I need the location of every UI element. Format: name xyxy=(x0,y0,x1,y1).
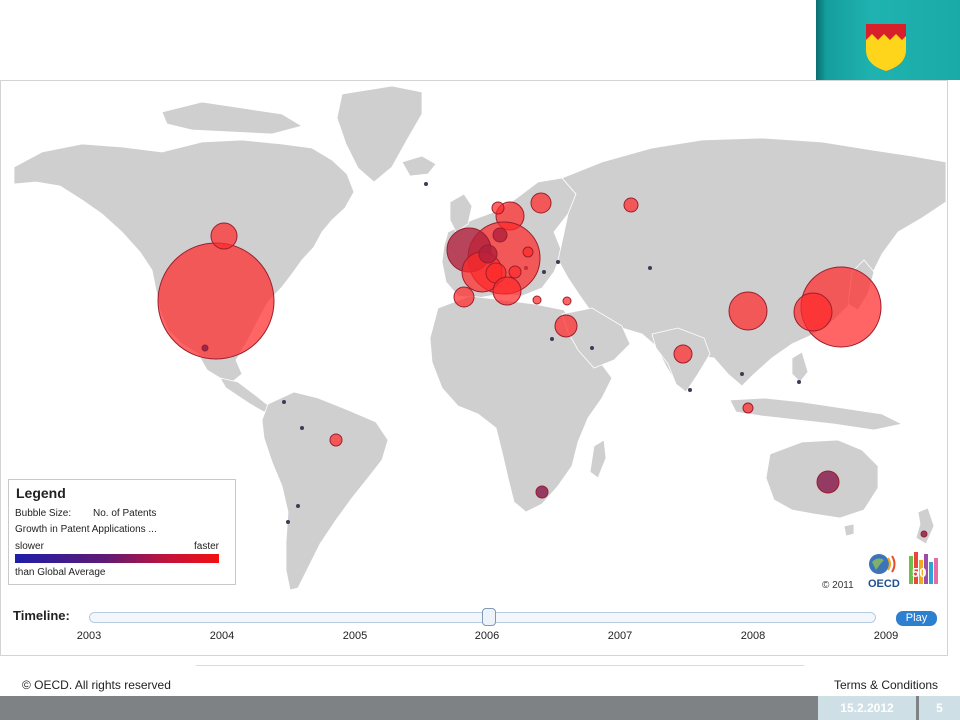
legend-color-scale xyxy=(15,554,219,563)
bubble-united-states[interactable] xyxy=(157,242,275,360)
bubble-spain[interactable] xyxy=(453,286,475,308)
play-button[interactable]: Play xyxy=(896,611,937,626)
world-map-svg xyxy=(13,85,946,591)
bubble-poland[interactable] xyxy=(522,246,534,258)
slide-date: 15.2.2012 xyxy=(818,696,916,720)
bubble-finland[interactable] xyxy=(530,192,552,214)
bubble-netherlands[interactable] xyxy=(478,244,498,264)
legend-bubble-size-label: Bubble Size: xyxy=(15,508,72,519)
madagascar-landmass xyxy=(589,439,607,479)
country-dot xyxy=(282,400,286,404)
uk-landmass xyxy=(449,193,473,233)
country-dot xyxy=(797,380,801,384)
legend-panel: Legend Bubble Size: No. of Patents Growt… xyxy=(8,479,236,585)
indonesia-landmass xyxy=(729,397,904,431)
bubble-norway[interactable] xyxy=(491,201,505,215)
bubble-russia[interactable] xyxy=(623,197,639,213)
bubble-australia[interactable] xyxy=(816,470,840,494)
country-dot xyxy=(556,260,560,264)
world-map[interactable] xyxy=(2,82,946,592)
bubble-china[interactable] xyxy=(728,291,768,331)
timeline-year-label: 2003 xyxy=(76,630,102,642)
bubble-mexico[interactable] xyxy=(201,344,209,352)
timeline-year-label: 2009 xyxy=(873,630,899,642)
arctic-islands-landmass xyxy=(161,101,304,135)
country-dot xyxy=(286,520,290,524)
coat-of-arms-icon xyxy=(866,24,906,71)
timeline-year-label: 2006 xyxy=(474,630,500,642)
timeline-label: Timeline: xyxy=(13,608,70,623)
country-dot xyxy=(740,372,744,376)
legend-growth-label: Growth in Patent Applications ... xyxy=(15,524,157,535)
country-dot xyxy=(296,504,300,508)
slide-page-number: 5 xyxy=(919,696,960,720)
oecd-logo-text: OECD xyxy=(868,578,900,590)
iceland-landmass xyxy=(401,155,437,177)
footer-copyright: © OECD. All rights reserved xyxy=(22,678,171,692)
timeline-year-label: 2007 xyxy=(607,630,633,642)
bubble-canada[interactable] xyxy=(210,222,238,250)
country-dot xyxy=(300,426,304,430)
bubble-denmark[interactable] xyxy=(492,227,508,243)
africa-landmass xyxy=(429,295,613,513)
timeline-year-label: 2005 xyxy=(342,630,368,642)
footer-divider xyxy=(196,665,804,666)
slide-footer-bar xyxy=(0,696,960,720)
bubble-greece[interactable] xyxy=(532,295,542,305)
tasmania-landmass xyxy=(843,523,855,537)
timeline-slider-thumb[interactable] xyxy=(481,608,496,626)
bubble-india[interactable] xyxy=(673,344,693,364)
country-dot xyxy=(648,266,652,270)
country-dot xyxy=(424,182,428,186)
timeline-year-label: 2004 xyxy=(209,630,235,642)
oecd-logo-number: 50 xyxy=(912,565,926,580)
bubble-new-zealand[interactable] xyxy=(920,530,928,538)
country-dot xyxy=(550,337,554,341)
new-zealand-landmass xyxy=(915,507,935,545)
philippines-landmass xyxy=(791,351,809,383)
greenland-landmass xyxy=(336,85,423,183)
legend-than-label: than Global Average xyxy=(15,567,106,578)
legend-slower-label: slower xyxy=(15,541,44,552)
south-america-landmass xyxy=(261,391,389,591)
arabia-landmass xyxy=(561,307,631,369)
timeline-year-label: 2008 xyxy=(740,630,766,642)
asia-landmass xyxy=(557,137,946,387)
bubble-korea[interactable] xyxy=(793,292,833,332)
slide-header xyxy=(0,0,960,80)
central-america-landmass xyxy=(219,377,273,413)
oecd-50-logo: OECD 50 xyxy=(868,552,938,590)
bubble-italy[interactable] xyxy=(492,276,522,306)
bubble-austria[interactable] xyxy=(508,265,522,279)
legend-faster-label: faster xyxy=(193,541,219,552)
terms-link[interactable]: Terms & Conditions xyxy=(834,678,939,692)
bubble-israel[interactable] xyxy=(554,314,578,338)
country-dot xyxy=(542,270,546,274)
country-dot xyxy=(688,388,692,392)
bubble-south-africa[interactable] xyxy=(535,485,549,499)
map-copyright: © 2011 xyxy=(822,580,854,591)
country-dot xyxy=(590,346,594,350)
logo-panel-shadow xyxy=(816,0,826,80)
legend-bubble-size-value: No. of Patents xyxy=(93,508,157,519)
bubble-turkey[interactable] xyxy=(562,296,572,306)
bubble-brazil[interactable] xyxy=(329,433,343,447)
legend-title: Legend xyxy=(16,485,66,501)
bubble-singapore[interactable] xyxy=(742,402,754,414)
